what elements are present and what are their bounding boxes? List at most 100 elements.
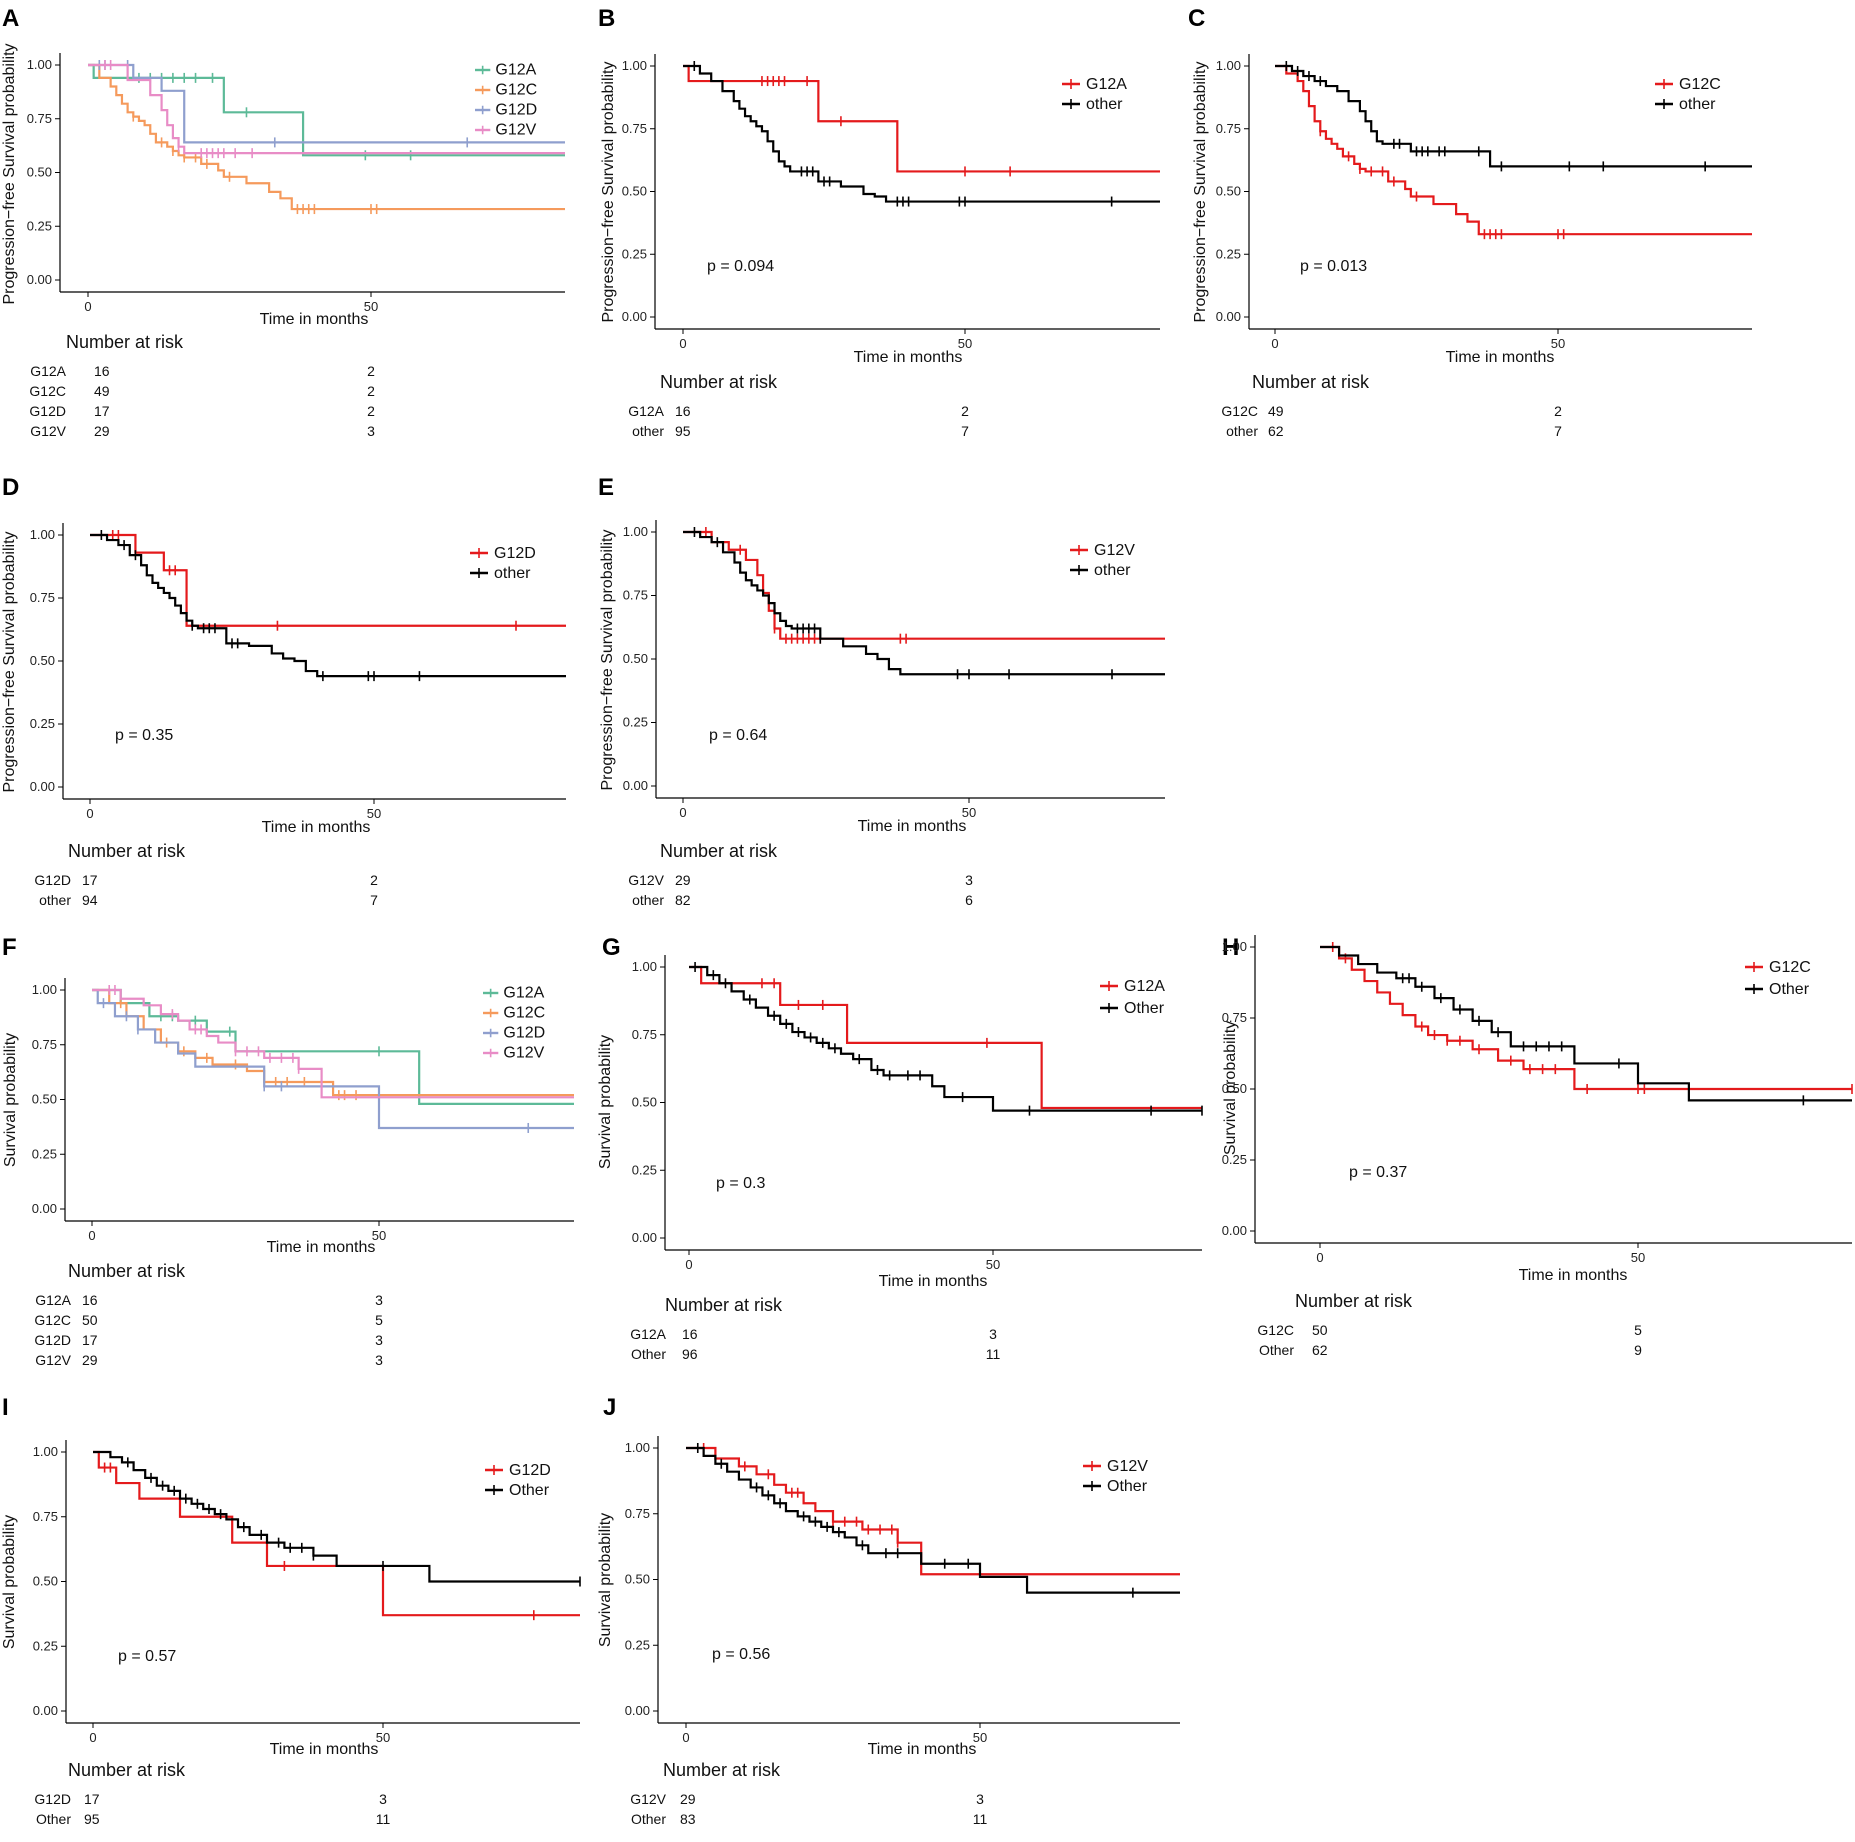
risk-row-label: G12A	[35, 1292, 71, 1308]
y-axis-title: Progression−free Survival probability	[1, 43, 18, 304]
risk-row-label: Other	[36, 1811, 71, 1827]
y-axis-title: Progression−free Survival probability	[599, 529, 616, 790]
risk-row-label: other	[39, 892, 71, 908]
y-axis-title: Progression−free Survival probability	[1, 531, 18, 792]
y-tick-label: 0.25	[1216, 246, 1241, 261]
risk-count-t50: 11	[986, 1346, 1001, 1362]
risk-row-label: G12V	[30, 423, 66, 439]
risk-count-t50: 7	[1554, 423, 1562, 439]
panel-letter: G	[602, 934, 621, 961]
risk-row-label: G12D	[34, 872, 71, 888]
risk-count-t0: 17	[82, 1332, 98, 1348]
y-tick-label: 0.00	[32, 1201, 57, 1216]
risk-count-t0: 16	[94, 363, 110, 379]
legend-label: G12A	[495, 61, 536, 78]
x-axis-title: Time in months	[879, 1273, 988, 1290]
risk-count-t0: 96	[682, 1346, 698, 1362]
legend-label: Other	[1107, 1478, 1148, 1495]
risk-row-label: Other	[631, 1346, 666, 1362]
risk-row-label: other	[632, 423, 664, 439]
x-tick-label: 0	[685, 1257, 692, 1272]
x-axis-title: Time in months	[260, 311, 369, 328]
legend-label: Other	[1769, 981, 1810, 998]
km-curve-other	[1320, 945, 1852, 1102]
y-tick-label: 1.00	[623, 524, 648, 539]
y-axis-title: Survival probability	[597, 1035, 614, 1169]
risk-table-title: Number at risk	[1295, 1291, 1413, 1311]
risk-count-t50: 9	[1634, 1342, 1642, 1358]
risk-table-title: Number at risk	[68, 841, 186, 861]
y-tick-label: 1.00	[1216, 58, 1241, 73]
risk-count-t50: 3	[965, 872, 973, 888]
y-tick-label: 0.25	[632, 1162, 657, 1177]
y-tick-label: 0.75	[625, 1506, 650, 1521]
risk-table-title: Number at risk	[660, 841, 778, 861]
risk-row-label: G12A	[30, 363, 66, 379]
risk-row-label: G12A	[628, 403, 664, 419]
p-value: p = 0.094	[707, 258, 774, 275]
risk-row-label: G12D	[34, 1791, 71, 1807]
km-curve-other	[93, 1450, 580, 1583]
x-tick-label: 0	[682, 1730, 689, 1745]
risk-count-t0: 95	[84, 1811, 100, 1827]
risk-count-t50: 2	[367, 403, 375, 419]
y-tick-label: 1.00	[33, 1444, 58, 1459]
y-tick-label: 0.75	[622, 121, 647, 136]
legend-label: G12C	[495, 81, 537, 98]
risk-table-title: Number at risk	[68, 1261, 186, 1281]
p-value: p = 0.57	[118, 1648, 176, 1665]
risk-row-label: G12V	[628, 872, 664, 888]
risk-count-t0: 17	[94, 403, 110, 419]
y-axis-title: Survival probability	[2, 1033, 19, 1167]
x-tick-label: 0	[88, 1228, 95, 1243]
km-curve-g12v	[92, 988, 574, 1099]
y-axis-title: Progression−free Survival probability	[600, 61, 617, 322]
x-tick-label: 0	[84, 299, 91, 314]
risk-row-label: G12C	[34, 1312, 71, 1328]
risk-count-t0: 29	[94, 423, 110, 439]
x-tick-label: 50	[1551, 336, 1565, 351]
risk-count-t0: 62	[1268, 423, 1284, 439]
panel-letter: A	[2, 5, 19, 32]
km-curve-g12a	[689, 965, 1202, 1110]
y-tick-label: 1.00	[625, 1440, 650, 1455]
risk-count-t0: 49	[94, 383, 110, 399]
risk-count-t50: 3	[375, 1292, 383, 1308]
y-tick-label: 0.75	[632, 1027, 657, 1042]
km-curve-g12c	[88, 63, 565, 211]
legend-label: Other	[1124, 1000, 1165, 1017]
x-axis-title: Time in months	[262, 819, 371, 836]
p-value: p = 0.37	[1349, 1164, 1407, 1181]
legend-label: G12A	[503, 984, 544, 1001]
x-axis-title: Time in months	[270, 1741, 379, 1758]
y-tick-label: 0.50	[622, 184, 647, 199]
legend-label: G12C	[1769, 959, 1811, 976]
risk-table-title: Number at risk	[68, 1760, 186, 1780]
panel-letter: C	[1188, 5, 1205, 32]
risk-count-t0: 50	[1312, 1322, 1328, 1338]
legend-label: G12D	[494, 545, 536, 562]
risk-count-t50: 3	[367, 423, 375, 439]
y-tick-label: 0.25	[33, 1638, 58, 1653]
km-curve-g12c	[1275, 64, 1752, 236]
legend-label: G12D	[495, 101, 537, 118]
risk-table-title: Number at risk	[66, 332, 184, 352]
panel-letter: J	[603, 1394, 616, 1421]
risk-count-t50: 2	[367, 383, 375, 399]
legend-label: G12A	[1124, 978, 1165, 995]
y-tick-label: 0.75	[623, 588, 648, 603]
y-tick-label: 0.75	[1216, 121, 1241, 136]
y-tick-label: 0.50	[623, 651, 648, 666]
x-axis-title: Time in months	[854, 349, 963, 366]
risk-row-label: G12D	[34, 1332, 71, 1348]
legend-label: G12D	[509, 1462, 551, 1479]
risk-count-t50: 7	[961, 423, 969, 439]
p-value: p = 0.56	[712, 1646, 770, 1663]
x-tick-label: 50	[958, 336, 972, 351]
y-tick-label: 1.00	[622, 58, 647, 73]
y-tick-label: 1.00	[1222, 939, 1247, 954]
